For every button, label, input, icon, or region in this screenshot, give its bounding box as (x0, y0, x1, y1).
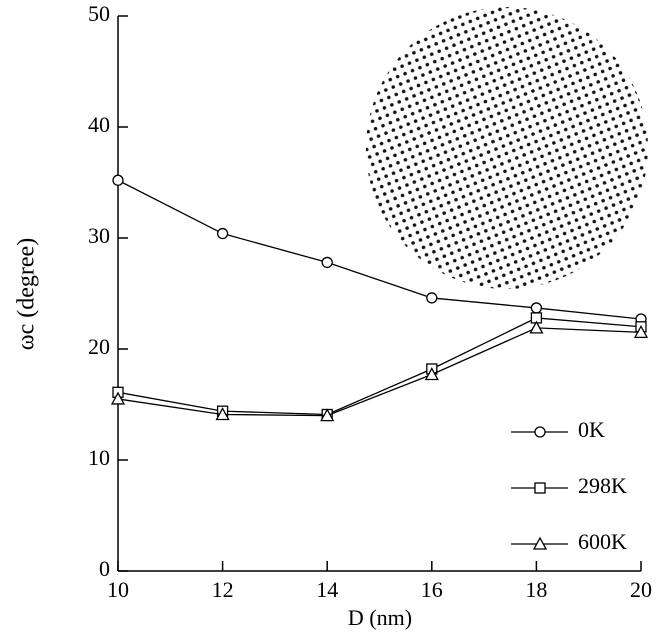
legend-marker (532, 536, 548, 550)
y-tick-label: 10 (88, 445, 110, 470)
marker (320, 408, 335, 422)
marker (216, 227, 229, 240)
y-axis-label: ωc (degree) (14, 238, 40, 350)
x-tick-label: 12 (212, 577, 234, 602)
x-tick-label: 16 (421, 577, 443, 602)
x-tick-label: 14 (316, 577, 338, 602)
legend-marker (534, 426, 546, 438)
legend-label: 0K (578, 417, 605, 442)
inset-image (366, 7, 648, 289)
marker (215, 407, 230, 421)
marker (321, 256, 333, 269)
series-line (117, 327, 642, 417)
y-tick-label: 30 (88, 223, 110, 248)
marker (633, 324, 649, 339)
x-tick-label: 10 (107, 577, 129, 602)
y-tick-label: 0 (99, 556, 110, 581)
x-tick-label: 18 (525, 577, 547, 602)
y-tick-label: 50 (88, 1, 110, 26)
y-tick-label: 40 (88, 112, 110, 137)
legend-label: 600K (578, 529, 627, 554)
y-tick-label: 20 (88, 334, 110, 359)
legend-marker (534, 482, 546, 494)
marker (112, 174, 124, 186)
marker (426, 292, 438, 304)
marker (529, 320, 544, 334)
x-tick-label: 20 (630, 577, 652, 602)
marker (530, 302, 543, 314)
series-line (117, 179, 642, 320)
x-axis-label: D (nm) (348, 605, 412, 630)
marker (110, 391, 126, 405)
series-line (117, 317, 642, 416)
legend-label: 298K (578, 473, 627, 498)
marker (424, 367, 439, 381)
